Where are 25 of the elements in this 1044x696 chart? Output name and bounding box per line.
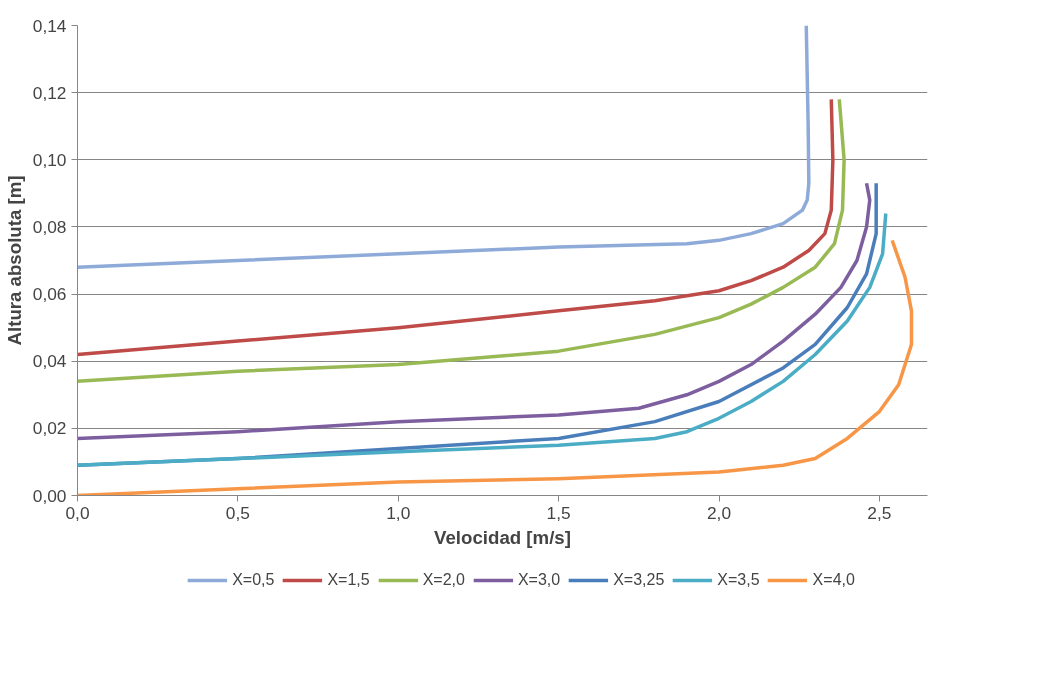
legend-label: X=3,0 [517, 571, 561, 589]
legend-label: X=4,0 [812, 571, 855, 589]
x-axis-title: Velocidad [m/s] [434, 526, 571, 548]
y-tick-label: 0,06 [32, 284, 67, 305]
x-tick-label: 2,5 [867, 502, 892, 523]
legend-label: X=2,0 [422, 571, 465, 589]
x-tick-label: 2,0 [706, 502, 732, 523]
y-tick-label: 0,14 [32, 15, 67, 36]
legend-label: X=1,5 [327, 571, 370, 589]
x-tick-label: 1,0 [386, 502, 411, 523]
x-tick-label: 0,5 [225, 502, 250, 523]
x-tick-label: 0,0 [65, 502, 90, 523]
legend-label: X=3,5 [717, 571, 760, 589]
y-tick-label: 0,04 [32, 351, 67, 372]
x-tick-label: 1,5 [546, 502, 571, 523]
y-tick-label: 0,08 [32, 216, 67, 237]
y-tick-label: 0,02 [32, 418, 67, 439]
y-tick-label: 0,12 [32, 82, 67, 103]
line-series [77, 25, 811, 269]
y-axis-title: Altura absoluta [m] [3, 175, 25, 346]
y-tick-label: 0,10 [32, 149, 67, 170]
line-series [77, 238, 914, 496]
legend-label: X=0,5 [232, 571, 275, 589]
legend-label: X=3,25 [613, 571, 665, 589]
y-tick-label: 0,00 [32, 485, 67, 506]
